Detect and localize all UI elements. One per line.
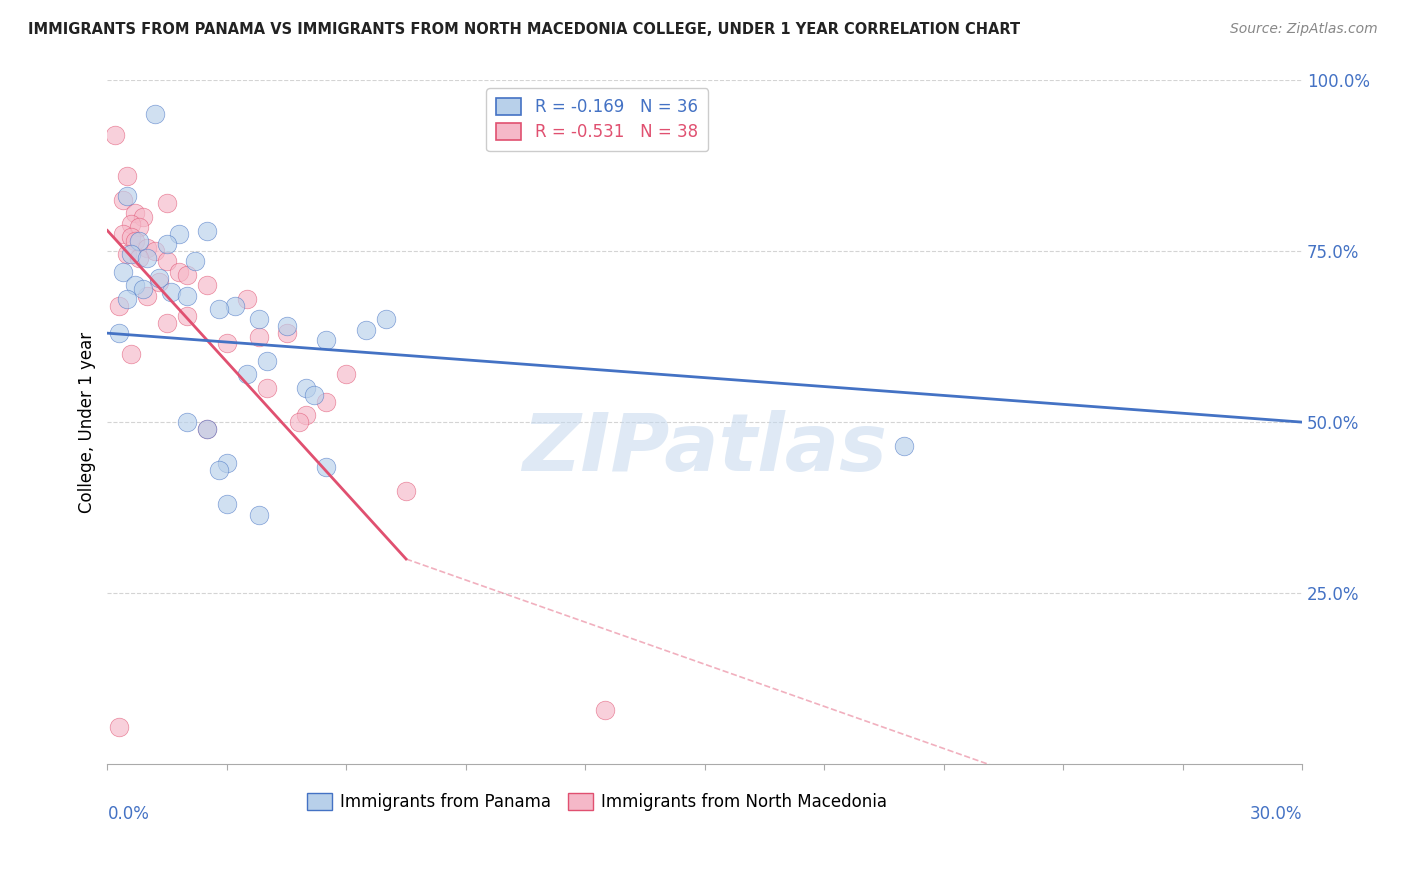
Point: [276, 319, 298, 334]
Point: [108, 299, 131, 313]
Point: [295, 409, 318, 423]
Point: [184, 254, 207, 268]
Point: [136, 288, 159, 302]
Y-axis label: College, Under 1 year: College, Under 1 year: [79, 332, 96, 513]
Text: IMMIGRANTS FROM PANAMA VS IMMIGRANTS FROM NORTH MACEDONIA COLLEGE, UNDER 1 YEAR : IMMIGRANTS FROM PANAMA VS IMMIGRANTS FRO…: [28, 22, 1021, 37]
Point: [215, 456, 238, 470]
Point: [160, 285, 183, 299]
Point: [354, 323, 377, 337]
Point: [315, 394, 337, 409]
Point: [276, 326, 298, 341]
Point: [315, 333, 337, 347]
Point: [247, 329, 270, 343]
Point: [893, 439, 915, 453]
Point: [256, 381, 278, 395]
Text: 30.0%: 30.0%: [1250, 805, 1302, 823]
Point: [108, 326, 131, 341]
Point: [120, 347, 142, 361]
Point: [120, 247, 142, 261]
Point: [112, 264, 135, 278]
Point: [143, 244, 166, 258]
Point: [117, 247, 139, 261]
Point: [315, 459, 337, 474]
Text: ZIPatlas: ZIPatlas: [522, 410, 887, 489]
Point: [195, 278, 218, 293]
Point: [295, 381, 318, 395]
Point: [256, 353, 278, 368]
Point: [195, 223, 218, 237]
Point: [224, 299, 246, 313]
Point: [136, 241, 159, 255]
Point: [156, 196, 179, 211]
Point: [156, 254, 179, 268]
Legend: Immigrants from Panama, Immigrants from North Macedonia: Immigrants from Panama, Immigrants from …: [301, 786, 894, 818]
Point: [335, 368, 357, 382]
Point: [128, 220, 150, 235]
Point: [124, 278, 146, 293]
Point: [156, 237, 179, 252]
Point: [208, 302, 231, 317]
Point: [247, 508, 270, 522]
Point: [215, 497, 238, 511]
Point: [124, 206, 146, 220]
Point: [236, 292, 259, 306]
Point: [108, 720, 131, 734]
Point: [208, 463, 231, 477]
Point: [143, 107, 166, 121]
Point: [136, 251, 159, 265]
Point: [167, 264, 190, 278]
Point: [195, 422, 218, 436]
Point: [247, 312, 270, 326]
Point: [176, 268, 198, 282]
Point: [176, 415, 198, 429]
Point: [148, 271, 170, 285]
Point: [104, 128, 127, 142]
Text: Source: ZipAtlas.com: Source: ZipAtlas.com: [1230, 22, 1378, 37]
Point: [132, 210, 155, 224]
Point: [117, 292, 139, 306]
Point: [593, 702, 616, 716]
Text: 0.0%: 0.0%: [107, 805, 149, 823]
Point: [124, 234, 146, 248]
Point: [304, 388, 326, 402]
Point: [128, 251, 150, 265]
Point: [112, 227, 135, 241]
Point: [117, 189, 139, 203]
Point: [120, 217, 142, 231]
Point: [195, 422, 218, 436]
Point: [117, 169, 139, 183]
Point: [112, 193, 135, 207]
Point: [176, 309, 198, 323]
Point: [167, 227, 190, 241]
Point: [287, 415, 309, 429]
Point: [148, 275, 170, 289]
Point: [236, 368, 259, 382]
Point: [395, 483, 418, 498]
Point: [156, 316, 179, 330]
Point: [375, 312, 398, 326]
Point: [132, 282, 155, 296]
Point: [176, 288, 198, 302]
Point: [120, 230, 142, 244]
Point: [128, 234, 150, 248]
Point: [215, 336, 238, 351]
